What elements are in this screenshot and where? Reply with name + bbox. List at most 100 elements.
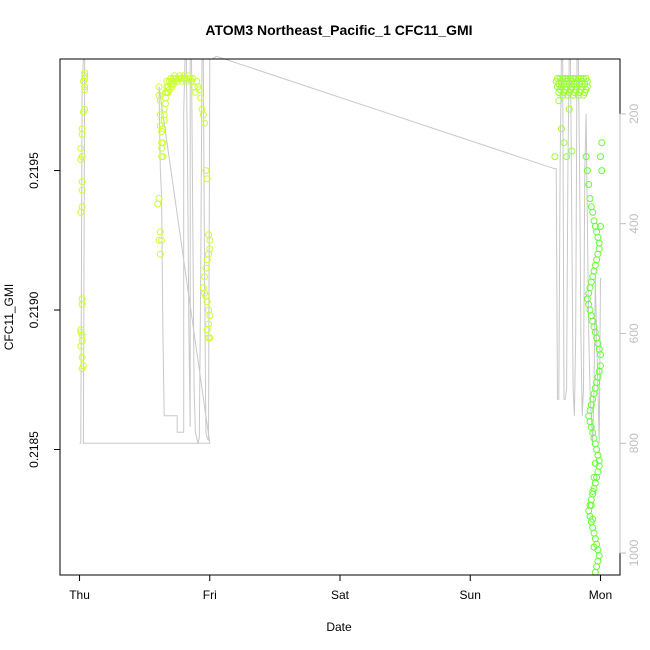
data-point: [203, 256, 211, 264]
data-point: [593, 228, 601, 236]
data-point: [585, 181, 593, 188]
data-point: [202, 167, 210, 175]
data-point: [77, 144, 85, 152]
data-point: [81, 86, 89, 94]
data-point: [78, 365, 86, 373]
data-point: [78, 186, 86, 194]
right-tick-label: 1000: [627, 539, 641, 566]
data-point: [156, 250, 164, 258]
data-point: [203, 175, 211, 183]
data-point: [203, 298, 211, 306]
data-point: [81, 105, 89, 113]
data-point: [201, 119, 209, 127]
data-point: [203, 326, 211, 334]
data-point: [593, 256, 601, 264]
data-point: [586, 406, 594, 414]
data-point: [560, 139, 568, 147]
data-point: [205, 231, 212, 239]
data-point: [156, 111, 164, 119]
right-axis: 200 400 600 800 1000: [619, 104, 641, 566]
data-point: [81, 69, 89, 77]
data-point: [551, 153, 559, 161]
data-point: [159, 139, 167, 147]
data-point: [159, 125, 167, 133]
data-point: [587, 312, 595, 320]
data-point: [78, 125, 86, 133]
data-point: [583, 83, 591, 91]
data-point: [155, 236, 163, 244]
series-2: [551, 75, 591, 161]
pressure-line: [79, 55, 602, 444]
data-point: [583, 167, 591, 175]
y-axis-label: CFC11_GMI: [2, 284, 16, 350]
data-point: [586, 195, 594, 202]
data-point: [589, 515, 597, 523]
data-point: [590, 434, 598, 442]
x-tick-label: Sun: [460, 588, 481, 602]
series-3: [582, 139, 606, 576]
data-point: [78, 153, 86, 161]
data-point: [158, 236, 166, 244]
data-point: [593, 563, 601, 571]
x-tick-label: Sat: [331, 588, 350, 602]
right-tick-label: 400: [627, 213, 641, 233]
data-point: [591, 328, 599, 336]
data-point: [155, 83, 163, 91]
data-point: [156, 228, 164, 236]
chart-title: ATOM3 Northeast_Pacific_1 CFC11_GMI: [205, 22, 472, 38]
data-point: [206, 312, 214, 320]
right-tick-label: 600: [627, 323, 641, 343]
data-point: [598, 139, 606, 147]
data-point: [555, 97, 563, 105]
data-point: [590, 473, 598, 481]
data-point: [591, 535, 599, 543]
data-point: [586, 306, 594, 314]
data-point: [199, 111, 207, 119]
data-point: [587, 203, 595, 211]
data-point: [586, 418, 594, 426]
data-point: [199, 284, 207, 292]
data-point: [587, 278, 595, 286]
y-axis: 0.2185 0.2190 0.2195: [27, 152, 61, 468]
data-point: [205, 250, 212, 258]
x-tick-label: Fri: [203, 588, 217, 602]
data-point: [77, 342, 85, 350]
data-point: [589, 487, 597, 495]
data-point: [597, 362, 604, 370]
data-point: [565, 105, 573, 113]
data-point: [557, 125, 565, 133]
data-point: [563, 153, 571, 161]
data-point: [587, 501, 595, 509]
data-point: [201, 273, 209, 281]
data-point: [197, 94, 205, 102]
data-point: [582, 153, 590, 161]
plot-area: [77, 55, 606, 576]
series-1: [154, 72, 214, 342]
data-point: [591, 261, 599, 269]
right-tick-label: 800: [627, 433, 641, 453]
data-point: [78, 203, 86, 211]
data-point: [568, 147, 576, 155]
y-tick-label: 0.2195: [27, 152, 41, 189]
data-point: [77, 208, 85, 216]
data-point: [206, 334, 214, 342]
data-point: [154, 200, 162, 208]
data-point: [597, 222, 604, 230]
data-point: [594, 468, 602, 476]
data-point: [158, 153, 166, 161]
data-point: [589, 524, 597, 532]
data-point: [585, 412, 593, 420]
data-point: [78, 353, 86, 361]
right-tick-label: 200: [627, 104, 641, 124]
x-tick-label: Thu: [69, 588, 90, 602]
data-point: [591, 568, 599, 576]
data-point: [78, 178, 86, 186]
data-point: [595, 552, 603, 559]
data-point: [81, 72, 89, 80]
x-tick-label: Mon: [589, 588, 612, 602]
y-tick-label: 0.2185: [27, 431, 41, 468]
data-point: [590, 543, 598, 551]
data-point: [594, 234, 602, 241]
y-tick-label: 0.2190: [27, 291, 41, 328]
